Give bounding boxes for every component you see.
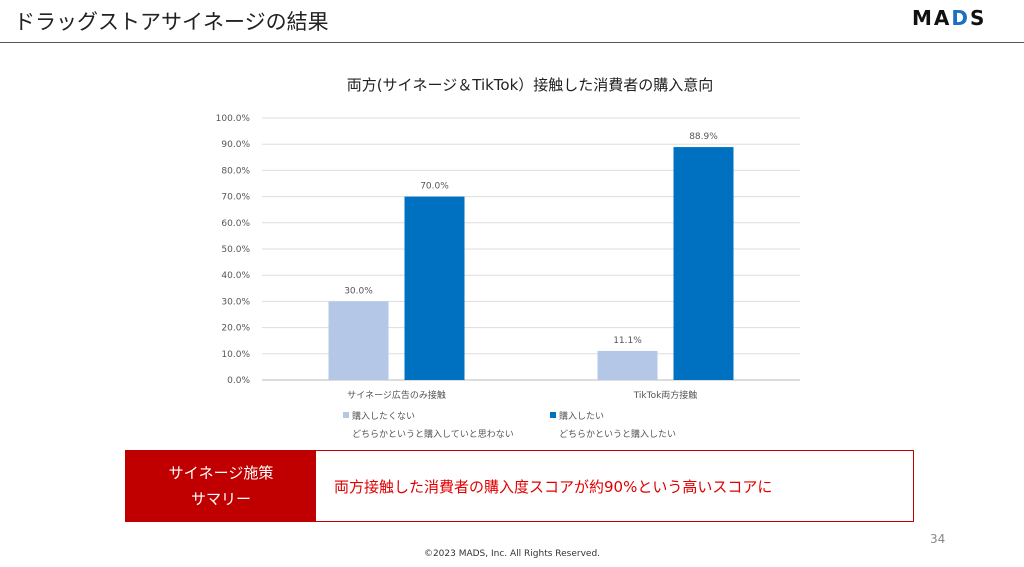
legend-swatch <box>550 412 556 418</box>
summary-label: サイネージ施策 サマリー <box>126 451 316 521</box>
y-tick-label: 30.0% <box>221 297 250 307</box>
y-tick-label: 40.0% <box>221 271 250 281</box>
y-tick-label: 80.0% <box>221 166 250 176</box>
bar <box>404 196 465 380</box>
summary-text: 両方接触した消費者の購入度スコアが約90%という高いスコアに <box>334 477 773 496</box>
page-number: 34 <box>930 532 946 546</box>
data-label: 70.0% <box>420 182 449 192</box>
data-label: 11.1% <box>613 336 642 346</box>
x-tick-label: TikTok両方接触 <box>633 389 698 401</box>
y-tick-label: 0.0% <box>227 376 250 386</box>
legend-label: 購入したい <box>559 410 604 422</box>
chart-title: 両方(サイネージ＆TikTok）接触した消費者の購入意向 <box>347 76 714 94</box>
mads-logo: MADS <box>912 6 987 30</box>
y-tick-label: 90.0% <box>221 140 250 150</box>
legend-label: どちらかというと購入したい <box>559 428 676 440</box>
legend-label: 購入したくない <box>352 410 415 422</box>
bar <box>673 147 734 380</box>
page-title: ドラッグストアサイネージの結果 <box>14 10 329 34</box>
data-label: 30.0% <box>344 286 373 296</box>
summary-box: サイネージ施策 サマリー 両方接触した消費者の購入度スコアが約90%という高いス… <box>125 450 914 522</box>
y-tick-label: 20.0% <box>221 324 250 334</box>
y-tick-label: 50.0% <box>221 245 250 255</box>
y-tick-label: 60.0% <box>221 219 250 229</box>
bar <box>597 350 658 380</box>
y-tick-label: 10.0% <box>221 350 250 360</box>
x-tick-label: サイネージ広告のみ接触 <box>347 389 446 401</box>
copyright: ©2023 MADS, Inc. All Rights Reserved. <box>423 549 601 559</box>
legend-label: どちらかというと購入していと思わない <box>352 428 514 440</box>
bar <box>328 301 389 380</box>
legend-swatch <box>343 412 349 418</box>
y-tick-label: 70.0% <box>221 193 250 203</box>
header-divider <box>0 42 1024 43</box>
data-label: 88.9% <box>689 132 718 142</box>
bar-chart: 両方(サイネージ＆TikTok）接触した消費者の購入意向 0.0% 10.0% 20… <box>216 76 800 440</box>
y-tick-label: 100.0% <box>216 114 251 124</box>
